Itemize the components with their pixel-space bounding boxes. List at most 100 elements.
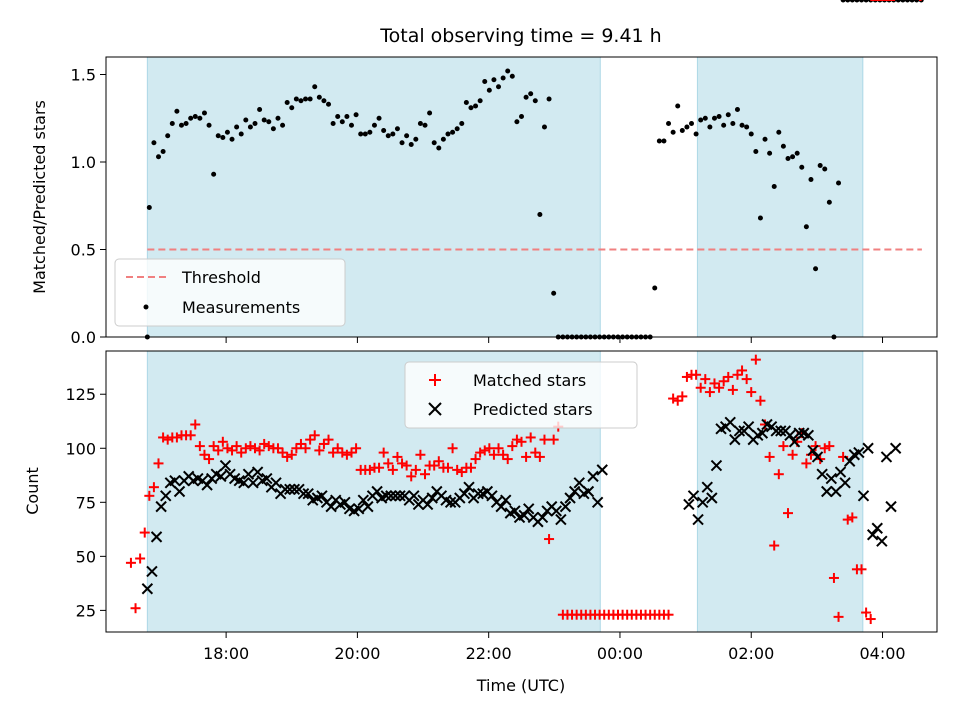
predicted-mark-b [559, 500, 572, 513]
matched-star-point [695, 382, 706, 393]
matched-star-point [337, 447, 348, 458]
measurement-point [845, 0, 851, 3]
matched-star-point [341, 449, 352, 460]
measurement-point [211, 171, 217, 177]
predicted-mark-b [150, 531, 163, 543]
predicted-mark-b [362, 500, 374, 513]
predicted-mark-b [816, 468, 828, 480]
predicted-star-point [219, 459, 232, 472]
matched-star-point [130, 603, 141, 614]
predicted-star-point [339, 496, 351, 509]
measurement-point [840, 0, 846, 3]
predicted-mark-b [692, 513, 704, 526]
predicted-star-point [421, 498, 434, 511]
matched-star-point [488, 449, 499, 460]
measurement-point [666, 121, 672, 126]
predicted-mark-b [343, 503, 356, 515]
predicted-mark-b [830, 485, 842, 498]
x-tick-label: 00:00 [597, 644, 643, 663]
matched-star-point [374, 462, 385, 473]
matched-star-point [764, 451, 775, 462]
predicted-star-point [261, 472, 273, 485]
x-axis-label: Time (UTC) [476, 676, 565, 695]
predicted-star-point [385, 490, 397, 502]
predicted-mark-b [279, 483, 291, 496]
predicted-mark-b [724, 416, 736, 429]
bottom-x-ticks: 18:00 20:00 22:00 00:00 02:00 04:00 [203, 632, 906, 663]
matched-star-point [769, 540, 780, 551]
measurement-point [730, 121, 736, 126]
matched-star-point [259, 438, 270, 449]
matched-star-point [158, 432, 169, 443]
predicted-star-point [857, 490, 870, 502]
matched-star-point [171, 432, 182, 443]
legend-measurements-label: Measurements [182, 298, 300, 317]
predicted-star-point [729, 433, 741, 446]
predicted-mark-b [371, 485, 383, 498]
predicted-mark-b [568, 485, 581, 498]
measurement-point [376, 115, 382, 121]
measurement-point [656, 138, 662, 144]
matched-star-point [194, 441, 205, 452]
predicted-mark-b [463, 481, 475, 493]
measurement-point [684, 124, 690, 130]
predicted-mark-b [155, 500, 167, 513]
matched-star-point [548, 434, 559, 445]
measurement-point [358, 131, 364, 137]
matched-star-point [691, 369, 702, 380]
predicted-star-point [756, 427, 769, 439]
predicted-stars-points [141, 0, 920, 595]
predicted-star-point [288, 483, 301, 496]
matched-star-point [773, 469, 784, 480]
matched-star-point [539, 434, 550, 445]
legend-matched-swatch [429, 374, 441, 386]
predicted-star-point [160, 490, 172, 502]
measurement-point [450, 129, 456, 135]
predicted-mark-b [706, 492, 718, 504]
predicted-star-point [270, 477, 282, 489]
measurement-point [477, 98, 483, 104]
measurement-point [716, 114, 722, 119]
matched-star-point [263, 441, 274, 452]
predicted-mark-b [173, 485, 186, 498]
top-x-ticks [225, 337, 884, 343]
predicted-mark-b [339, 496, 351, 509]
predicted-mark-b [871, 522, 883, 534]
measurement-point [316, 94, 322, 100]
measurement-point [473, 103, 479, 109]
matched-star-point [714, 382, 725, 393]
measurement-point [160, 149, 166, 154]
predicted-star-point [518, 509, 530, 521]
matched-star-point [544, 534, 555, 545]
predicted-mark-b [444, 496, 457, 509]
matched-star-point [139, 527, 150, 538]
measurement-point [780, 143, 786, 149]
measurement-point [863, 0, 869, 3]
matched-star-point [144, 490, 155, 501]
predicted-mark-b [866, 529, 879, 541]
matched-star-point [383, 458, 394, 469]
predicted-star-point [302, 487, 314, 500]
measurement-point [197, 115, 203, 121]
measurement-point [463, 100, 469, 105]
predicted-star-point [444, 496, 457, 509]
matched-star-point [755, 395, 766, 406]
measurement-point [326, 101, 332, 107]
predicted-mark-b [843, 455, 856, 467]
predicted-star-point [509, 505, 521, 517]
shaded-interval [697, 351, 863, 632]
measurement-point [500, 75, 506, 81]
measurement-point [408, 142, 414, 147]
measurement-point [748, 131, 754, 137]
matched-star-point [351, 443, 362, 454]
predicted-mark-b [192, 472, 204, 485]
measurement-point [321, 98, 327, 104]
measurement-point [689, 121, 695, 126]
matched-star-point [525, 432, 536, 443]
measurement-point [348, 122, 354, 128]
matched-star-point [420, 469, 431, 480]
y-tick-label: 25 [76, 601, 96, 620]
bottom-axes-frame [105, 350, 938, 633]
measurement-point [808, 177, 814, 182]
predicted-mark-b [426, 492, 438, 504]
